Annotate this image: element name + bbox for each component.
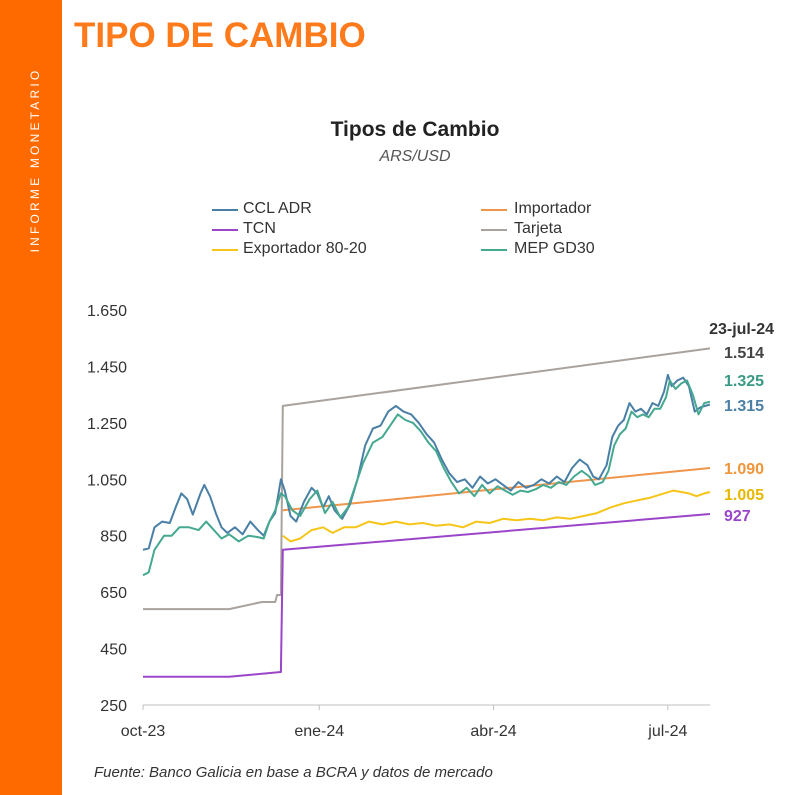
- y-tick-label: 1.650: [87, 303, 127, 320]
- y-tick-label: 450: [100, 642, 127, 659]
- x-tick-label: abr-24: [470, 723, 516, 740]
- legend-label-tcn: TCN: [243, 220, 276, 237]
- x-tick-label: jul-24: [647, 723, 687, 740]
- series-line-tarjeta: [143, 347, 711, 611]
- legend-label-ccl-adr: CCL ADR: [243, 200, 312, 217]
- end-value-label: 1.090: [724, 461, 764, 478]
- end-date-label: 23-jul-24: [709, 321, 774, 338]
- side-band: [0, 0, 62, 795]
- legend-label-mep-gd30: MEP GD30: [514, 240, 595, 257]
- y-tick-label: 1.050: [87, 472, 127, 489]
- legend-swatch-importador: [481, 209, 507, 211]
- end-value-label: 1.005: [724, 487, 764, 504]
- series-line-exportador-80-20: [282, 489, 711, 543]
- legend-swatch-tarjeta: [481, 229, 507, 231]
- end-value-label: 1.325: [724, 373, 764, 390]
- y-tick-label: 850: [100, 529, 127, 546]
- y-tick-label: 250: [100, 698, 127, 715]
- x-tick-label: ene-24: [294, 723, 344, 740]
- legend-swatch-exportador: [212, 249, 238, 251]
- chart-title: Tipos de Cambio: [330, 118, 500, 141]
- legend-swatch-ccl-adr: [212, 209, 238, 211]
- legend-swatch-tcn: [212, 229, 238, 231]
- side-label: INFORME MONETARIO: [28, 67, 42, 253]
- source-note: Fuente: Banco Galicia en base a BCRA y d…: [94, 764, 493, 781]
- y-tick-label: 650: [100, 585, 127, 602]
- series-line-mep-gd30: [142, 379, 711, 577]
- series-line-ccl-adr: [142, 373, 711, 551]
- x-tick-label: oct-23: [121, 723, 166, 740]
- section-title: TIPO DE CAMBIO: [74, 16, 366, 55]
- end-value-label: 1.315: [724, 398, 764, 415]
- legend-label-tarjeta: Tarjeta: [514, 220, 563, 237]
- series-line-tcn: [143, 513, 711, 678]
- end-value-label: 927: [724, 508, 751, 525]
- legend-label-exportador: Exportador 80-20: [243, 240, 367, 257]
- chart-subtitle: ARS/USD: [379, 148, 451, 165]
- y-tick-label: 1.450: [87, 359, 127, 376]
- series-line-importador: [282, 467, 711, 512]
- legend-swatch-mep-gd30: [481, 249, 507, 251]
- end-value-label: 1.514: [724, 345, 764, 362]
- y-tick-label: 1.250: [87, 416, 127, 433]
- legend-label-importador: Importador: [514, 200, 592, 217]
